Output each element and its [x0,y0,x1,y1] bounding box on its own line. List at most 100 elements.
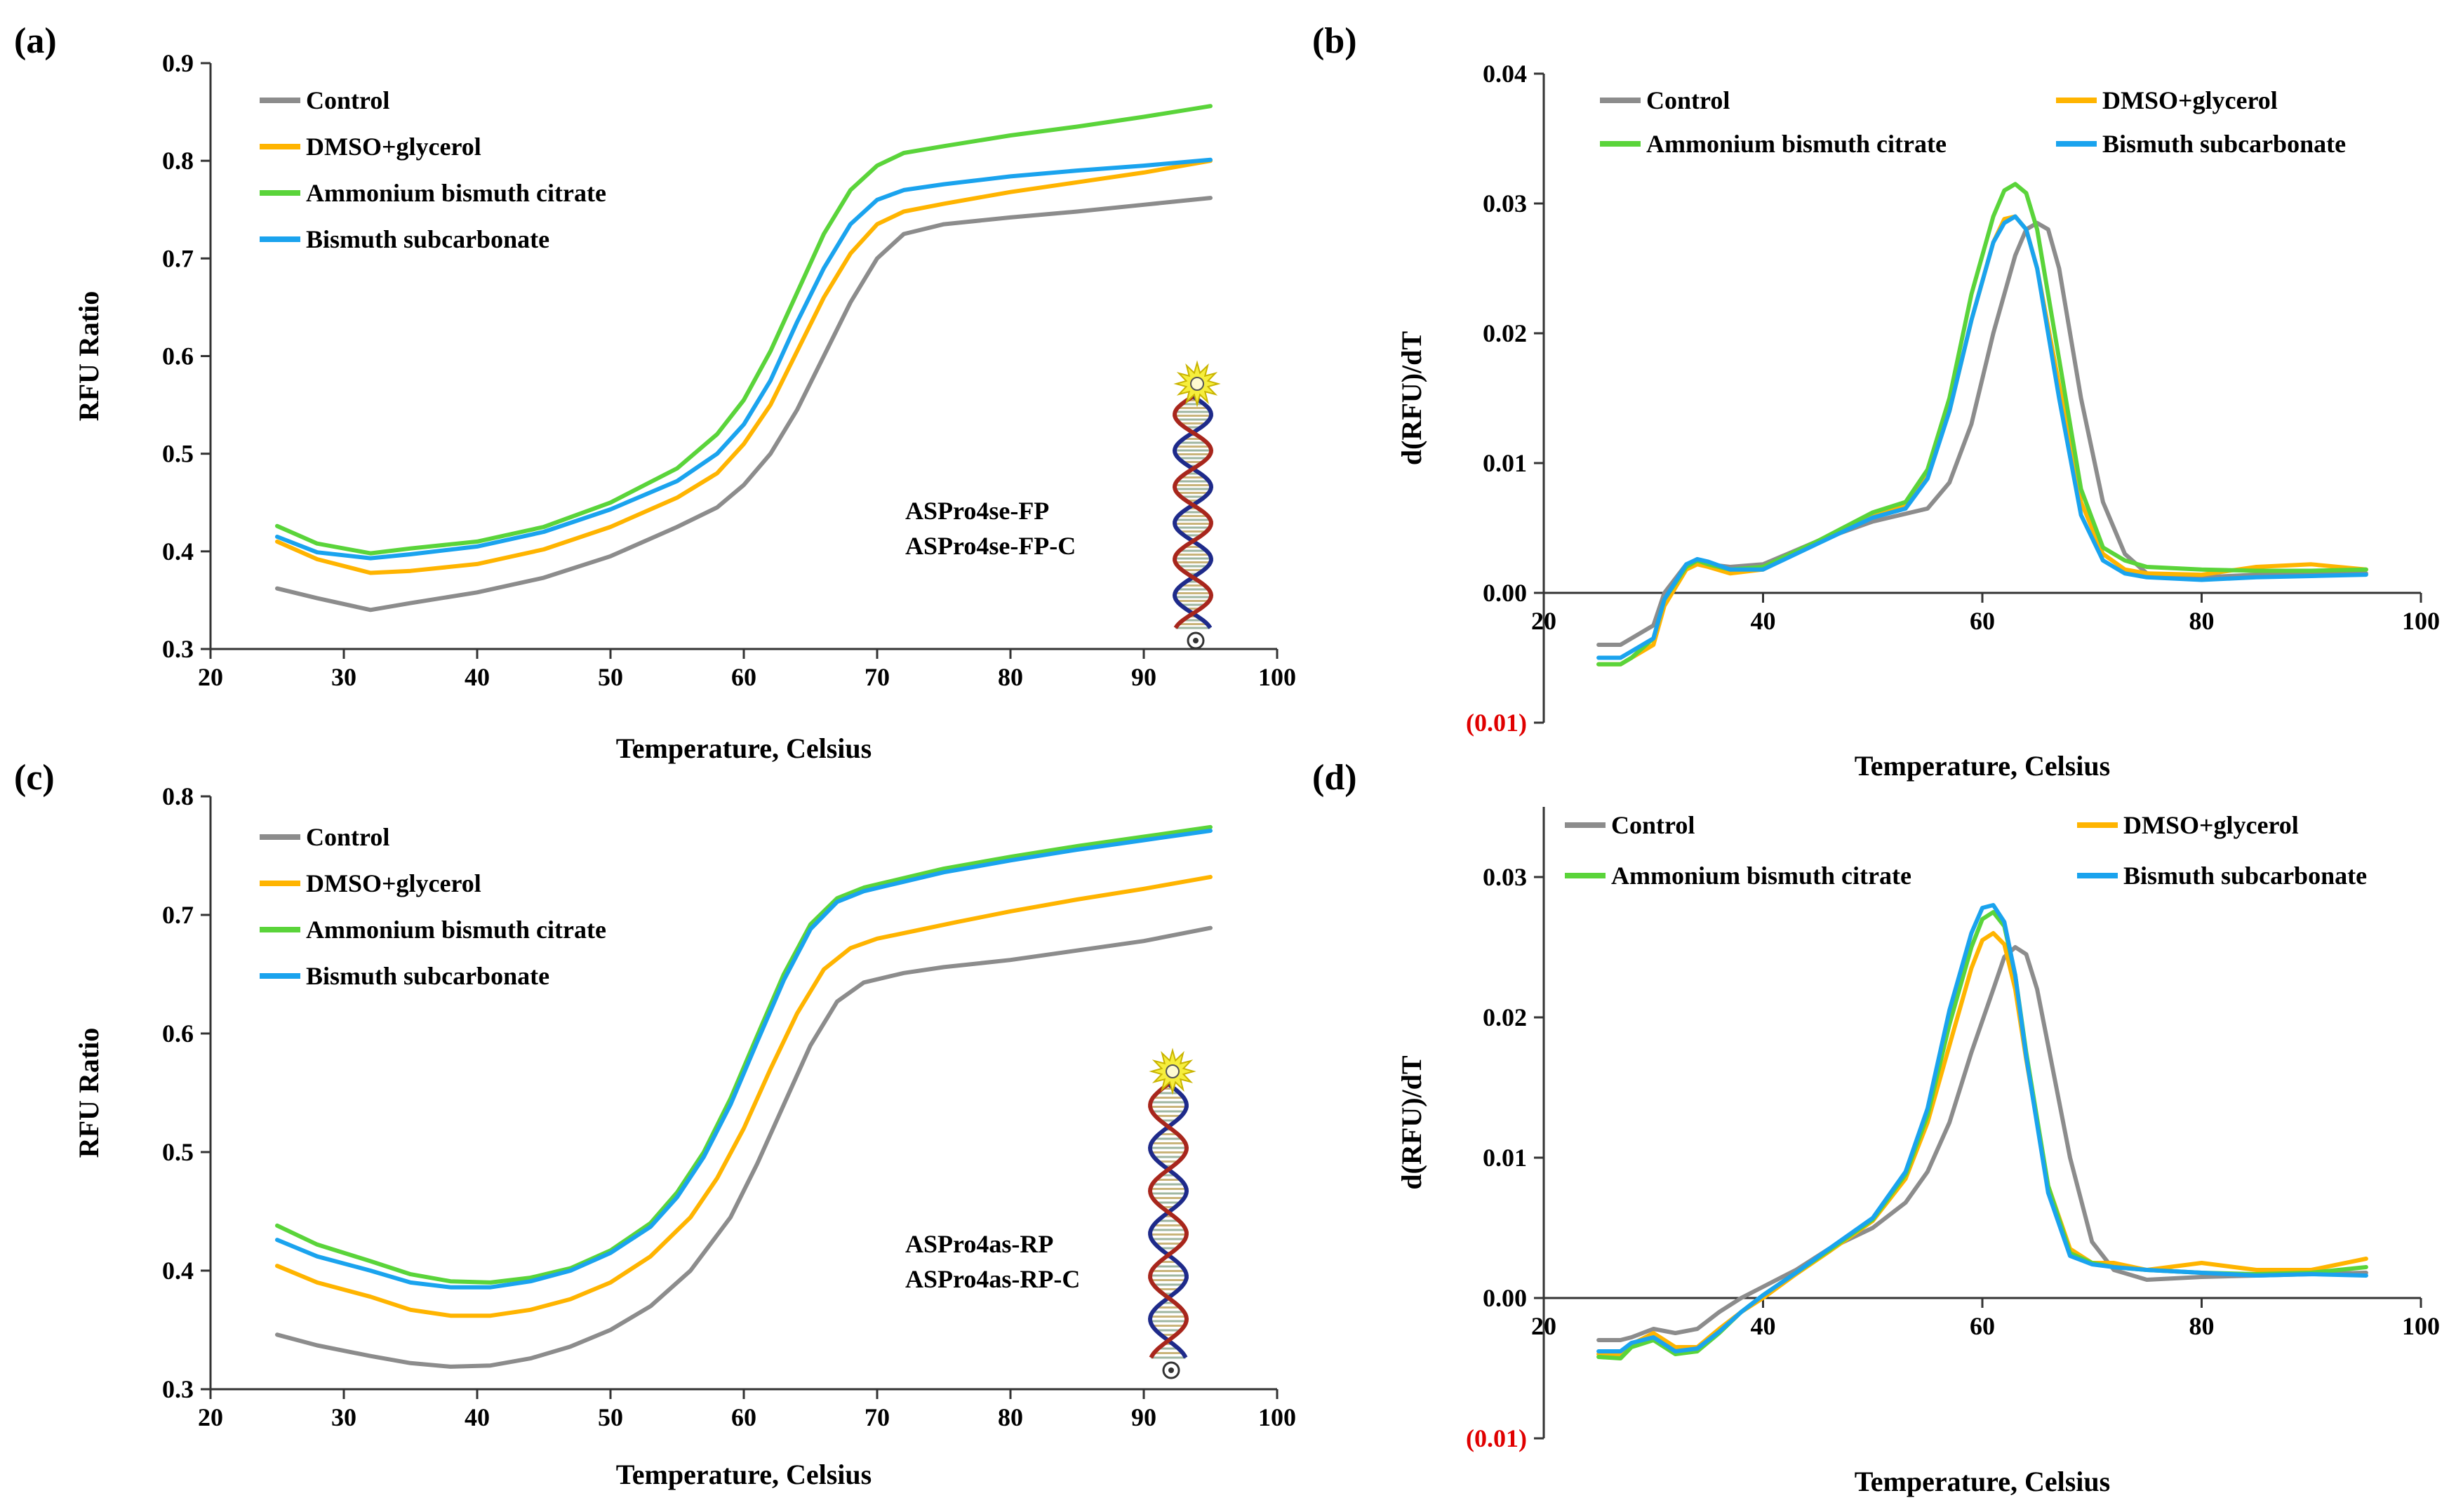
legend-label: DMSO+glycerol [306,869,481,897]
series-line-control [275,925,1213,1369]
x-tick-label: 20 [1531,1312,1556,1340]
x-tick-label: 70 [865,1403,890,1431]
dna-strand-1 [1147,1082,1189,1359]
series-line-control [275,196,1213,613]
series-line-abc [275,104,1213,556]
panel-label: (c) [14,758,55,798]
legend-label: Bismuth subcarbonate [2123,862,2367,890]
y-tick-label: 0.03 [1483,863,1527,891]
legend-label: DMSO+glycerol [2123,811,2299,839]
x-tick-label: 100 [1258,663,1296,691]
y-tick-label: 0.6 [162,1019,194,1048]
chart-panel-d: (d) (0.01) 0.00 0.01 0.02 0.03 20 40 60 80 100 Temp… [1312,758,2440,1497]
x-tick-label: 60 [731,663,756,691]
reporter-core-icon [1166,1064,1180,1078]
y-tick-label: 0.4 [162,1257,194,1285]
x-axis-label: Temperature, Celsius [616,1459,872,1490]
chart-panel-a: (a) 0.3 0.4 0.5 0.6 0.7 0.8 0.9 20 30 40 50 60 70 80 90… [14,21,1296,764]
x-tick-label: 100 [2402,1312,2440,1340]
y-tick-label: 0.02 [1483,319,1527,347]
legend-label: Bismuth subcarbonate [306,225,549,253]
x-tick-label: 80 [2189,607,2215,635]
y-tick-label: 0.8 [162,782,194,810]
x-tick-label: 80 [2189,1312,2215,1340]
y-tick-label: 0.7 [162,244,194,272]
y-tick-label: 0.02 [1483,1003,1527,1031]
y-tick-label: 0.3 [162,1375,194,1403]
y-tick-label: 0.03 [1483,189,1527,218]
x-tick-label: 50 [598,663,623,691]
x-tick-label: 100 [2402,607,2440,635]
legend-label: Bismuth subcarbonate [2102,130,2346,158]
dna-probe-icon [1147,1048,1196,1379]
x-tick-label: 30 [331,1403,356,1431]
x-tick-label: 100 [1258,1403,1296,1431]
y-axis-label: RFU Ratio [73,291,105,422]
y-tick-label: (0.01) [1466,709,1527,737]
x-axis-label: Temperature, Celsius [1855,750,2110,782]
x-tick-label: 80 [998,663,1023,691]
y-tick-label: 0.3 [162,635,194,663]
y-axis-label: RFU Ratio [73,1028,105,1158]
legend-label: Control [1646,86,1730,114]
probe-annotation: ASPro4as-RP-C [905,1265,1080,1293]
series-line-dmso [1596,931,2368,1356]
dna-strand-2 [1147,1082,1189,1359]
quencher-core-icon [1193,638,1199,643]
dna-strand-2 [1172,394,1214,629]
series-line-control [1596,945,2368,1342]
y-tick-label: 0.5 [162,1138,194,1166]
y-tick-label: (0.01) [1466,1424,1527,1452]
x-tick-label: 80 [998,1403,1023,1431]
y-tick-label: 0.00 [1483,579,1527,607]
legend-label: Control [1611,811,1695,839]
x-tick-label: 70 [865,663,890,691]
series-line-dmso [275,159,1213,575]
x-axis-label: Temperature, Celsius [1855,1466,2110,1497]
x-tick-label: 50 [598,1403,623,1431]
series-line-bsc [275,829,1213,1290]
dna-strand-1 [1172,394,1214,629]
legend-label: Ammonium bismuth citrate [306,916,606,944]
chart-panel-b: (b) (0.01) 0.00 0.01 0.02 0.03 0.04 20 40 60 80 100… [1312,21,2440,782]
x-tick-label: 60 [1970,1312,1995,1340]
legend-label: Control [306,823,389,851]
y-tick-label: 0.9 [162,49,194,77]
legend-label: Bismuth subcarbonate [306,962,549,990]
probe-annotation: ASPro4se-FP [905,497,1049,525]
x-tick-label: 40 [1751,1312,1776,1340]
series-line-abc [275,824,1213,1285]
y-axis-label: d(RFU)/dT [1396,331,1427,465]
probe-annotation: ASPro4as-RP [905,1230,1053,1258]
dna-probe-icon [1172,360,1221,650]
x-tick-label: 90 [1131,1403,1156,1431]
x-tick-label: 20 [1531,607,1556,635]
series-line-bsc [1596,214,2368,660]
x-tick-label: 20 [198,1403,223,1431]
quencher-core-icon [1168,1367,1174,1373]
x-tick-label: 30 [331,663,356,691]
chart-panel-c: (c) 0.3 0.4 0.5 0.6 0.7 0.8 20 30 40 50 60 70 80 90 100… [14,758,1296,1490]
y-tick-label: 0.5 [162,440,194,468]
reporter-core-icon [1190,377,1204,391]
legend-label: Ammonium bismuth citrate [1611,862,1911,890]
legend-label: DMSO+glycerol [2102,86,2278,114]
panel-label: (a) [14,21,57,61]
y-axis-label: d(RFU)/dT [1396,1055,1427,1189]
y-tick-label: 0.4 [162,537,194,566]
series-line-bsc [1596,903,2368,1353]
legend-label: Ammonium bismuth citrate [306,179,606,207]
y-tick-label: 0.04 [1483,60,1527,88]
y-tick-label: 0.6 [162,342,194,370]
x-tick-label: 60 [1970,607,1995,635]
y-tick-label: 0.01 [1483,1144,1527,1172]
x-tick-label: 40 [465,663,490,691]
legend-label: Control [306,86,389,114]
series-line-bsc [275,157,1213,561]
series-line-abc [1596,910,2368,1360]
y-tick-label: 0.7 [162,901,194,929]
x-tick-label: 20 [198,663,223,691]
x-tick-label: 60 [731,1403,756,1431]
y-tick-label: 0.01 [1483,449,1527,477]
